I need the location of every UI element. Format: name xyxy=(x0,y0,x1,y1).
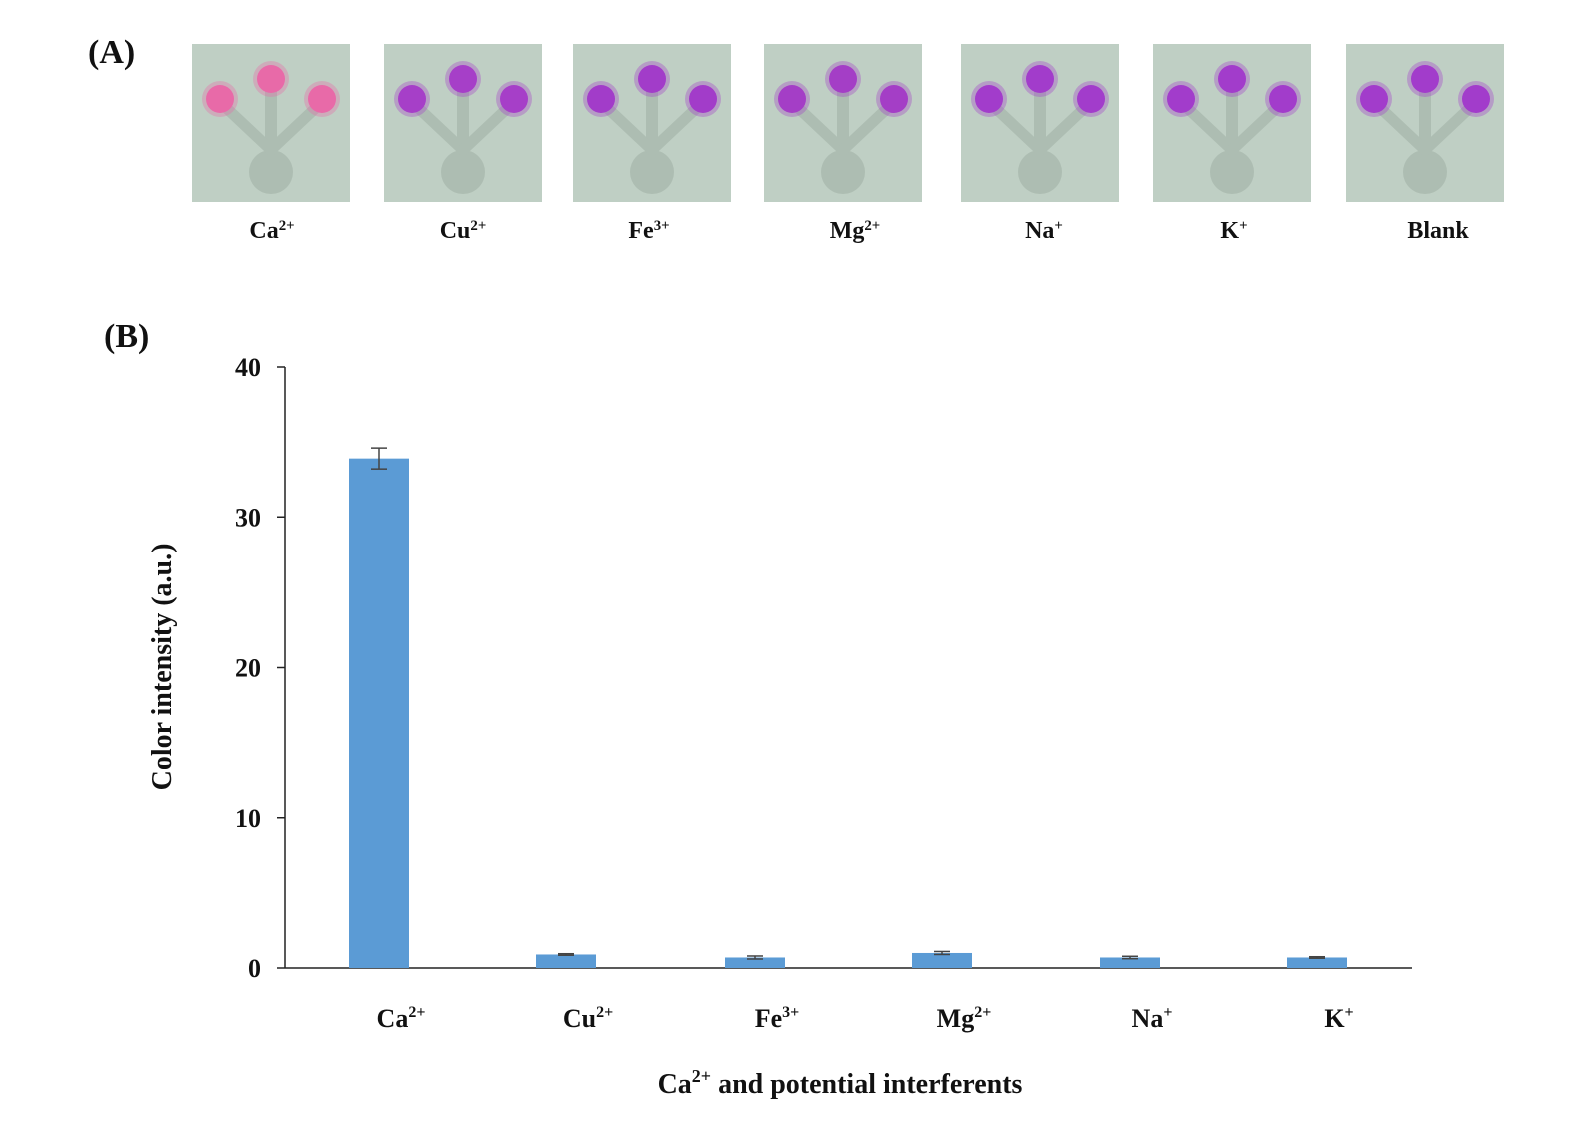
error-bar xyxy=(1309,955,1325,959)
y-tick-label: 10 xyxy=(235,804,261,833)
y-tick-label: 20 xyxy=(235,654,261,683)
device-label-charge: 2+ xyxy=(470,217,487,234)
error-bar xyxy=(558,952,574,956)
device-label-element: Blank xyxy=(1407,218,1469,244)
device-label-element: Mg xyxy=(829,218,865,244)
x-tick-label: Mg2+ xyxy=(937,1004,992,1033)
device-label-element: Fe xyxy=(628,218,654,244)
x-tick-label: K+ xyxy=(1324,1004,1353,1033)
device-label: Na+ xyxy=(964,218,1124,245)
device-label-charge: 2+ xyxy=(864,217,881,234)
device-label-charge: 3+ xyxy=(653,217,670,234)
device-label-charge: 2+ xyxy=(278,217,295,234)
x-axis-label: Ca2+ and potential interferents xyxy=(658,1066,1023,1100)
error-bar xyxy=(1122,955,1138,960)
error-bar xyxy=(371,447,387,470)
paper-device-image xyxy=(961,44,1119,202)
panel-a-label: (A) xyxy=(88,34,136,71)
device-label: Cu2+ xyxy=(383,218,543,245)
y-tick-label: 0 xyxy=(248,954,261,983)
paper-device-image xyxy=(764,44,922,202)
bar xyxy=(1287,957,1347,968)
device-label-charge: + xyxy=(1239,217,1248,234)
device-label: Blank xyxy=(1358,218,1518,245)
paper-device-image xyxy=(192,44,350,202)
device-label: Mg2+ xyxy=(775,218,935,245)
device-label-element: Na xyxy=(1025,218,1055,244)
bar xyxy=(725,957,785,968)
y-axis-label: Color intensity (a.u.) xyxy=(147,544,178,791)
x-tick-label: Ca2+ xyxy=(377,1004,426,1033)
device-label: K+ xyxy=(1154,218,1314,245)
paper-device-image xyxy=(1346,44,1504,202)
device-label-element: K xyxy=(1220,218,1240,244)
bar xyxy=(1100,957,1160,968)
x-tick-label: Cu2+ xyxy=(563,1004,613,1033)
device-label-element: Cu xyxy=(439,218,471,244)
y-tick-label: 40 xyxy=(235,353,261,382)
bar xyxy=(912,952,972,968)
device-label: Ca2+ xyxy=(192,218,352,245)
device-label-charge: + xyxy=(1054,217,1063,234)
error-bar xyxy=(934,950,950,956)
device-label: Fe3+ xyxy=(569,218,729,245)
bar xyxy=(349,458,409,968)
paper-device-image xyxy=(1153,44,1311,202)
device-label-element: Ca xyxy=(249,218,279,244)
paper-device-image xyxy=(573,44,731,202)
x-tick-label: Fe3+ xyxy=(755,1004,800,1033)
x-tick-label: Na+ xyxy=(1132,1004,1173,1033)
panel-b-label: (B) xyxy=(104,318,150,355)
y-tick-label: 30 xyxy=(235,503,261,532)
paper-device-image xyxy=(384,44,542,202)
error-bar xyxy=(747,955,763,960)
bar xyxy=(536,954,596,968)
